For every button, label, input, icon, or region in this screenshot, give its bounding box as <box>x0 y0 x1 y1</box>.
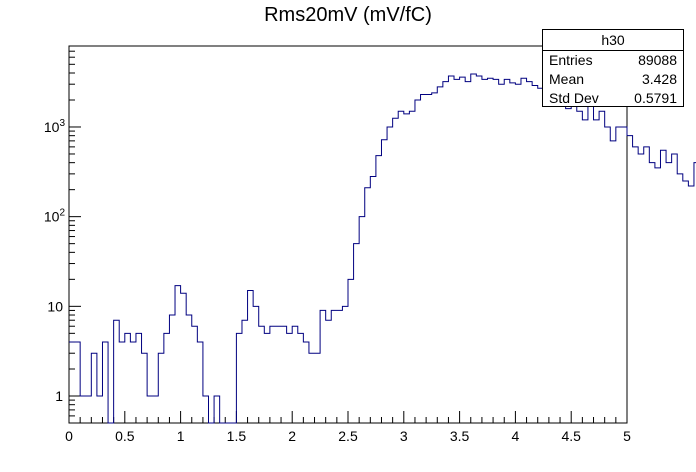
histogram-series-line <box>69 73 696 424</box>
x-tick-label: 3 <box>400 428 408 444</box>
stats-label: Entries <box>549 52 593 68</box>
stats-row-mean: Mean 3.428 <box>543 70 683 89</box>
x-tick-label: 0 <box>65 428 73 444</box>
stats-label: Std Dev <box>549 90 599 106</box>
x-tick-label: 1.5 <box>227 428 247 444</box>
y-tick-label: 102 <box>44 208 66 225</box>
stats-box-title: h30 <box>543 30 683 51</box>
stats-value: 3.428 <box>641 71 677 87</box>
y-tick-label: 103 <box>44 118 66 135</box>
x-tick-label: 4.5 <box>561 428 581 444</box>
x-tick-label: 3.5 <box>450 428 470 444</box>
stats-box: h30 Entries 89088 Mean 3.428 Std Dev 0.5… <box>542 29 684 107</box>
x-tick-label: 2.5 <box>338 428 358 444</box>
stats-value: 89088 <box>638 52 677 68</box>
stats-value: 0.5791 <box>634 90 677 106</box>
y-tick-label: 10 <box>47 298 63 314</box>
stats-label: Mean <box>549 71 585 87</box>
chart-title: Rms20mV (mV/fC) <box>264 4 432 26</box>
y-tick-label: 1 <box>55 388 63 404</box>
x-tick-label: 1 <box>177 428 185 444</box>
x-tick-label: 5 <box>623 428 631 444</box>
stats-row-entries: Entries 89088 <box>543 51 683 70</box>
stats-row-stddev: Std Dev 0.5791 <box>543 89 683 108</box>
x-tick-label: 2 <box>288 428 296 444</box>
plot-area: 0 0.5 1 1.5 2 2.5 3 3.5 4 4.5 5 1 10 102 103 <box>44 45 696 444</box>
x-tick-label: 4 <box>512 428 520 444</box>
x-tick-label: 0.5 <box>115 428 135 444</box>
